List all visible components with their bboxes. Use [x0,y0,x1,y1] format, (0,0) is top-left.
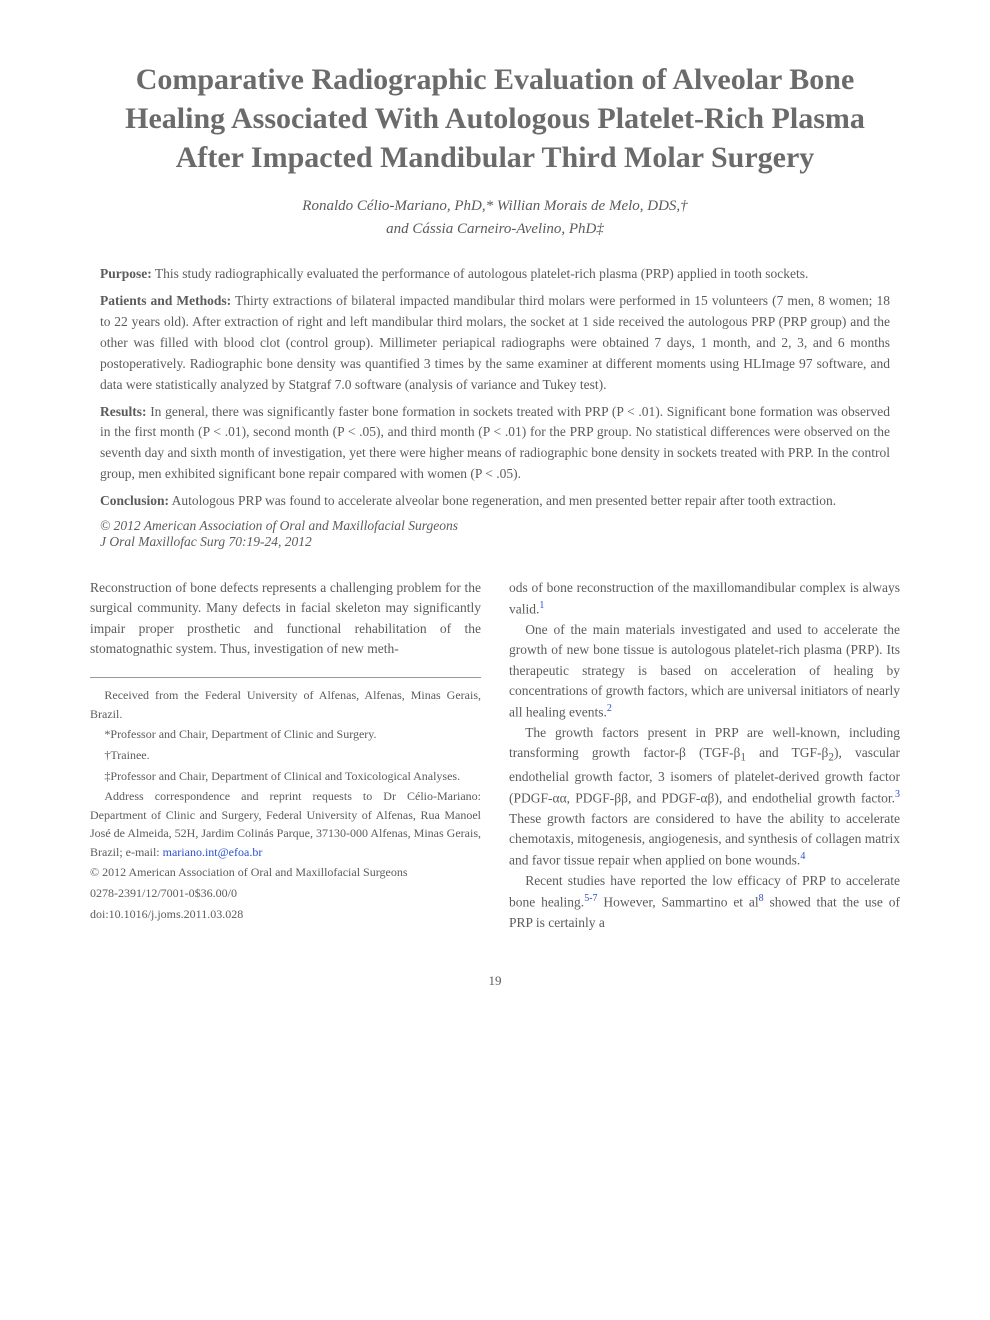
footnote-affiliation-1: *Professor and Chair, Department of Clin… [90,725,481,744]
abstract-purpose: Purpose: This study radiographically eva… [100,264,890,285]
body-text: These growth factors are considered to h… [509,811,900,868]
body-para-1-cont: ods of bone reconstruction of the maxill… [509,578,900,620]
purpose-text: This study radiographically evaluated th… [155,266,808,281]
body-para-4: Recent studies have reported the low eff… [509,871,900,933]
footnote-affiliation-3: ‡Professor and Chair, Department of Clin… [90,767,481,786]
purpose-label: Purpose: [100,266,152,281]
footnote-copyright: © 2012 American Association of Oral and … [90,863,481,882]
abstract: Purpose: This study radiographically eva… [90,264,900,512]
correspondence-email-link[interactable]: mariano.int@efoa.br [163,845,263,859]
footnotes-block: Received from the Federal University of … [90,677,481,923]
journal-citation: J Oral Maxillofac Surg 70:19-24, 2012 [90,534,900,550]
citation-ref-1[interactable]: 1 [539,600,544,611]
citation-ref-3[interactable]: 3 [895,789,900,800]
abstract-methods: Patients and Methods: Thirty extractions… [100,291,890,396]
article-title: Comparative Radiographic Evaluation of A… [90,60,900,177]
footnote-affiliation-2: †Trainee. [90,746,481,765]
body-text: One of the main materials investigated a… [509,622,900,720]
body-text: However, Sammartino et al [598,895,759,910]
abstract-results: Results: In general, there was significa… [100,402,890,486]
footnote-correspondence: Address correspondence and reprint reque… [90,787,481,861]
methods-label: Patients and Methods: [100,293,231,308]
conclusion-text: Autologous PRP was found to accelerate a… [172,493,837,508]
body-para-2: One of the main materials investigated a… [509,620,900,723]
left-column: Reconstruction of bone defects represent… [90,578,481,933]
footnote-code: 0278-2391/12/7001-0$36.00/0 [90,884,481,903]
body-text: and TGF-β [746,745,828,760]
correspondence-text: Address correspondence and reprint reque… [90,789,481,859]
body-para-3: The growth factors present in PRP are we… [509,723,900,871]
body-two-column: Reconstruction of bone defects represent… [90,578,900,933]
footnote-doi: doi:10.1016/j.joms.2011.03.028 [90,905,481,924]
results-label: Results: [100,404,147,419]
page-number: 19 [90,973,900,989]
copyright-line: © 2012 American Association of Oral and … [90,518,900,534]
authors-line-1: Ronaldo Célio-Mariano, PhD,* Willian Mor… [90,195,900,218]
citation-ref-5-7[interactable]: 5-7 [584,893,597,904]
authors-line-2: and Cássia Carneiro-Avelino, PhD‡ [90,218,900,241]
results-text: In general, there was significantly fast… [100,404,890,482]
body-para-1: Reconstruction of bone defects represent… [90,578,481,659]
right-column: ods of bone reconstruction of the maxill… [509,578,900,933]
abstract-conclusion: Conclusion: Autologous PRP was found to … [100,491,890,512]
citation-ref-4[interactable]: 4 [800,851,805,862]
body-text: ods of bone reconstruction of the maxill… [509,580,900,617]
conclusion-label: Conclusion: [100,493,169,508]
authors-block: Ronaldo Célio-Mariano, PhD,* Willian Mor… [90,195,900,240]
footnote-received: Received from the Federal University of … [90,686,481,723]
citation-ref-2[interactable]: 2 [607,703,612,714]
